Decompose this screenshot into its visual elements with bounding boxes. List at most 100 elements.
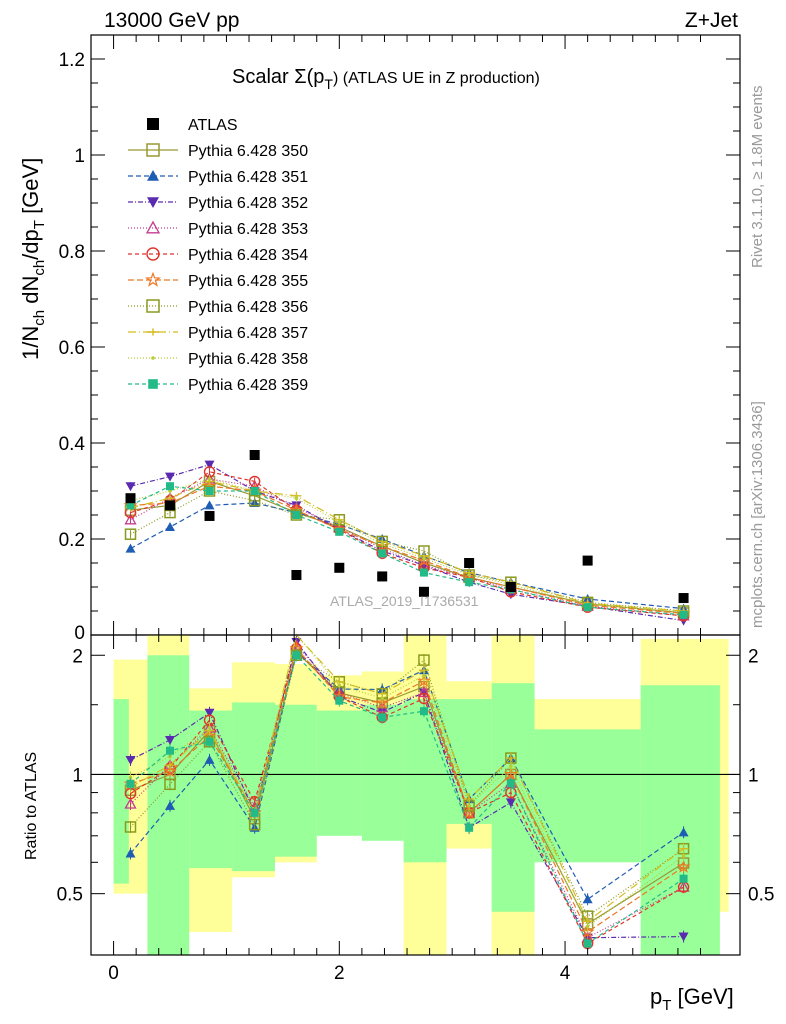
- ratio-tick-label-right: 1: [748, 765, 759, 786]
- ratio-point: [418, 692, 430, 705]
- ratio-tick-label-right: 0.5: [748, 885, 774, 906]
- ratio-line: [130, 640, 684, 939]
- header-left: 13000 GeV pp: [104, 9, 239, 32]
- atlas-point: [418, 586, 429, 597]
- ratio-point: [166, 746, 175, 755]
- data-point: [248, 494, 261, 507]
- data-point: [290, 509, 303, 521]
- ratio-tick-label-left: 0.5: [57, 885, 83, 906]
- ratio-point: [422, 673, 426, 678]
- ratio-point: [678, 932, 689, 942]
- ratio-point: [204, 754, 215, 764]
- green-band: [403, 699, 447, 863]
- data-point: [166, 482, 175, 491]
- ratio-point: [128, 775, 133, 780]
- ratio-tick-label-left: 1: [72, 765, 83, 786]
- legend-marker: [148, 379, 158, 389]
- y-tick-label: 1.2: [59, 50, 85, 71]
- atlas-point: [377, 571, 388, 582]
- data-point: [380, 542, 385, 546]
- ratio-point: [163, 763, 177, 778]
- ratio-point: [292, 651, 301, 660]
- legend-entry: Pythia 6.428 358: [128, 351, 308, 368]
- ratio-point: [509, 764, 513, 768]
- data-point: [204, 460, 215, 470]
- ratio-frame: [90, 634, 741, 956]
- ratio-point: [678, 827, 689, 837]
- data-point: [467, 573, 471, 577]
- legend-label: Pythia 6.428 359: [188, 377, 308, 394]
- data-point: [204, 500, 215, 510]
- ratio-point: [419, 707, 428, 716]
- atlas-point: [204, 510, 215, 521]
- ratio-point: [125, 848, 136, 858]
- legend-label: Pythia 6.428 350: [188, 143, 308, 160]
- ratio-point: [248, 818, 261, 831]
- legend-label: Pythia 6.428 356: [188, 299, 308, 316]
- legend-marker: [147, 197, 159, 208]
- y-tick-label: 0.2: [59, 530, 85, 551]
- ratio-point: [375, 695, 390, 709]
- series-line: [130, 485, 684, 614]
- ratio-line: [130, 647, 684, 945]
- header-right: Z+Jet: [685, 9, 738, 32]
- ratio-series-359: [126, 649, 688, 950]
- legend-entry: Pythia 6.428 359: [128, 377, 308, 394]
- ratio-point: [125, 755, 136, 765]
- green-band: [534, 729, 641, 863]
- ratio-point: [681, 853, 686, 858]
- series-line: [130, 471, 684, 617]
- y-axis-label: 1/Nch dNch/dpT [GeV]: [18, 158, 48, 360]
- legend: ATLAS Pythia 6.428 350 Pythia 6.428 351 Pyt…: [128, 117, 308, 394]
- atlas-point: [464, 558, 475, 568]
- legend-marker: [146, 143, 160, 157]
- x-tick-label: 2: [334, 963, 345, 984]
- x-tick-label: 4: [560, 963, 571, 984]
- y-tick-label: 0.8: [59, 242, 85, 263]
- ratio-point: [124, 821, 137, 833]
- data-point: [335, 527, 344, 536]
- uncertainty-bands: [113, 635, 729, 955]
- legend-entry: Pythia 6.428 350: [128, 143, 308, 160]
- green-band: [316, 710, 362, 836]
- ratio-point: [207, 726, 212, 730]
- ratio-point: [124, 797, 137, 809]
- data-point: [422, 556, 426, 560]
- ratio-tick-label-left: 2: [72, 646, 83, 667]
- data-point: [378, 549, 387, 558]
- data-point: [417, 553, 431, 567]
- ratio-point: [467, 804, 471, 808]
- main-plot: 0.2 0.4 0.6 0.8 1 1.2 0: [59, 34, 741, 644]
- atlas-points: [125, 450, 689, 604]
- series-line: [130, 478, 684, 613]
- legend-marker: [146, 299, 160, 313]
- chart-title: Scalar Σ(pT) (ATLAS UE in Z production): [232, 66, 540, 92]
- atlas-point: [165, 500, 176, 511]
- x-tick-label: 0: [108, 963, 119, 984]
- legend-marker: [145, 220, 161, 234]
- ratio-line: [130, 654, 684, 945]
- series-line: [130, 502, 684, 610]
- legend-label: Pythia 6.428 357: [188, 325, 308, 342]
- legend-marker: [145, 271, 161, 287]
- ratio-point: [676, 859, 691, 873]
- ratio-series-group: [123, 633, 691, 950]
- data-point: [165, 495, 176, 502]
- ratio-point: [164, 778, 176, 791]
- ratio-plot: 0.5 0.5 1 1 2 2 0 2 4: [57, 633, 774, 984]
- legend-entry: Pythia 6.428 352: [128, 195, 308, 212]
- data-point: [207, 477, 212, 481]
- data-point: [679, 610, 688, 619]
- data-point: [125, 482, 136, 492]
- rivet-label: Rivet 3.1.10, ≥ 1.8M events: [749, 86, 766, 269]
- ratio-point: [465, 823, 474, 832]
- ratio-point: [165, 735, 176, 745]
- atlas-point: [249, 450, 260, 460]
- ratio-point: [165, 800, 176, 810]
- data-point: [465, 578, 474, 587]
- ratio-point: [204, 708, 215, 718]
- ratio-point: [583, 939, 592, 948]
- atlas-point: [505, 582, 516, 592]
- mcplots-label: mcplots.cern.ch [arXiv:1306.3436]: [749, 401, 766, 628]
